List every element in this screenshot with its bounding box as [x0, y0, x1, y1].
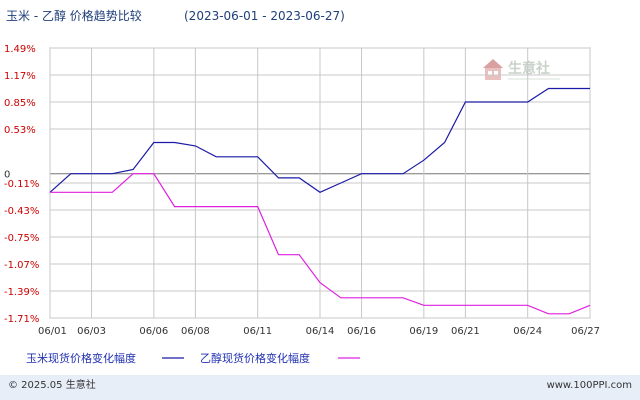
watermark-logo: 生意社	[483, 59, 560, 80]
x-tick-label: 06/03	[77, 326, 106, 337]
series-lines	[49, 87, 591, 315]
x-tick-label: 06/01	[38, 326, 67, 337]
x-tick-label: 06/27	[571, 326, 600, 337]
x-tick-label: 06/24	[513, 326, 542, 337]
y-tick-label: 0.85%	[4, 98, 36, 109]
chart-title: 玉米 - 乙醇 价格趋势比较	[6, 8, 142, 23]
x-tick-label: 06/16	[347, 326, 376, 337]
y-tick-label: -1.07%	[4, 260, 39, 271]
y-tick-label: -0.75%	[4, 233, 39, 244]
y-tick-label: 0.53%	[4, 125, 36, 136]
y-tick-label: -0.11%	[4, 179, 39, 190]
x-tick-label: 06/14	[306, 326, 335, 337]
y-axis: 1.49% 1.17% 0.85% 0.53% 0-0.11% -0.43% -0.75% -…	[4, 44, 39, 325]
footer-bar	[0, 375, 640, 400]
y-tick-label: -0.43%	[4, 206, 39, 217]
y-tick-label: 1.49%	[4, 44, 36, 55]
legend-label-corn: 玉米现货价格变化幅度	[26, 351, 136, 365]
house-icon	[483, 59, 503, 80]
x-tick-label: 06/21	[451, 326, 480, 337]
y-tick-label: 1.17%	[4, 71, 36, 82]
y-tick-label: 0	[4, 170, 10, 181]
footer-copyright: © 2025.05 生意社	[8, 378, 96, 391]
legend-label-ethanol: 乙醇现货价格变化幅度	[200, 351, 310, 365]
x-tick-label: 06/11	[243, 326, 272, 337]
x-tick-label: 06/08	[181, 326, 210, 337]
x-axis: 06/01 06/03 06/06 06/08 06/11 06/14 06/16 06/19…	[38, 326, 600, 337]
chart-date-range: (2023-06-01 - 2023-06-27)	[184, 9, 345, 23]
y-tick-label: -1.39%	[4, 287, 39, 298]
plot-area	[49, 47, 591, 319]
x-tick-label: 06/19	[409, 326, 438, 337]
watermark-text: 生意社	[508, 60, 550, 77]
footer-site: www.100PPI.com	[547, 380, 632, 391]
x-tick-label: 06/06	[139, 326, 168, 337]
y-tick-label: -1.71%	[4, 314, 39, 325]
legend: 玉米现货价格变化幅度 乙醇现货价格变化幅度	[26, 351, 360, 365]
series-line-corn	[49, 87, 590, 193]
series-line-ethanol	[50, 173, 591, 315]
